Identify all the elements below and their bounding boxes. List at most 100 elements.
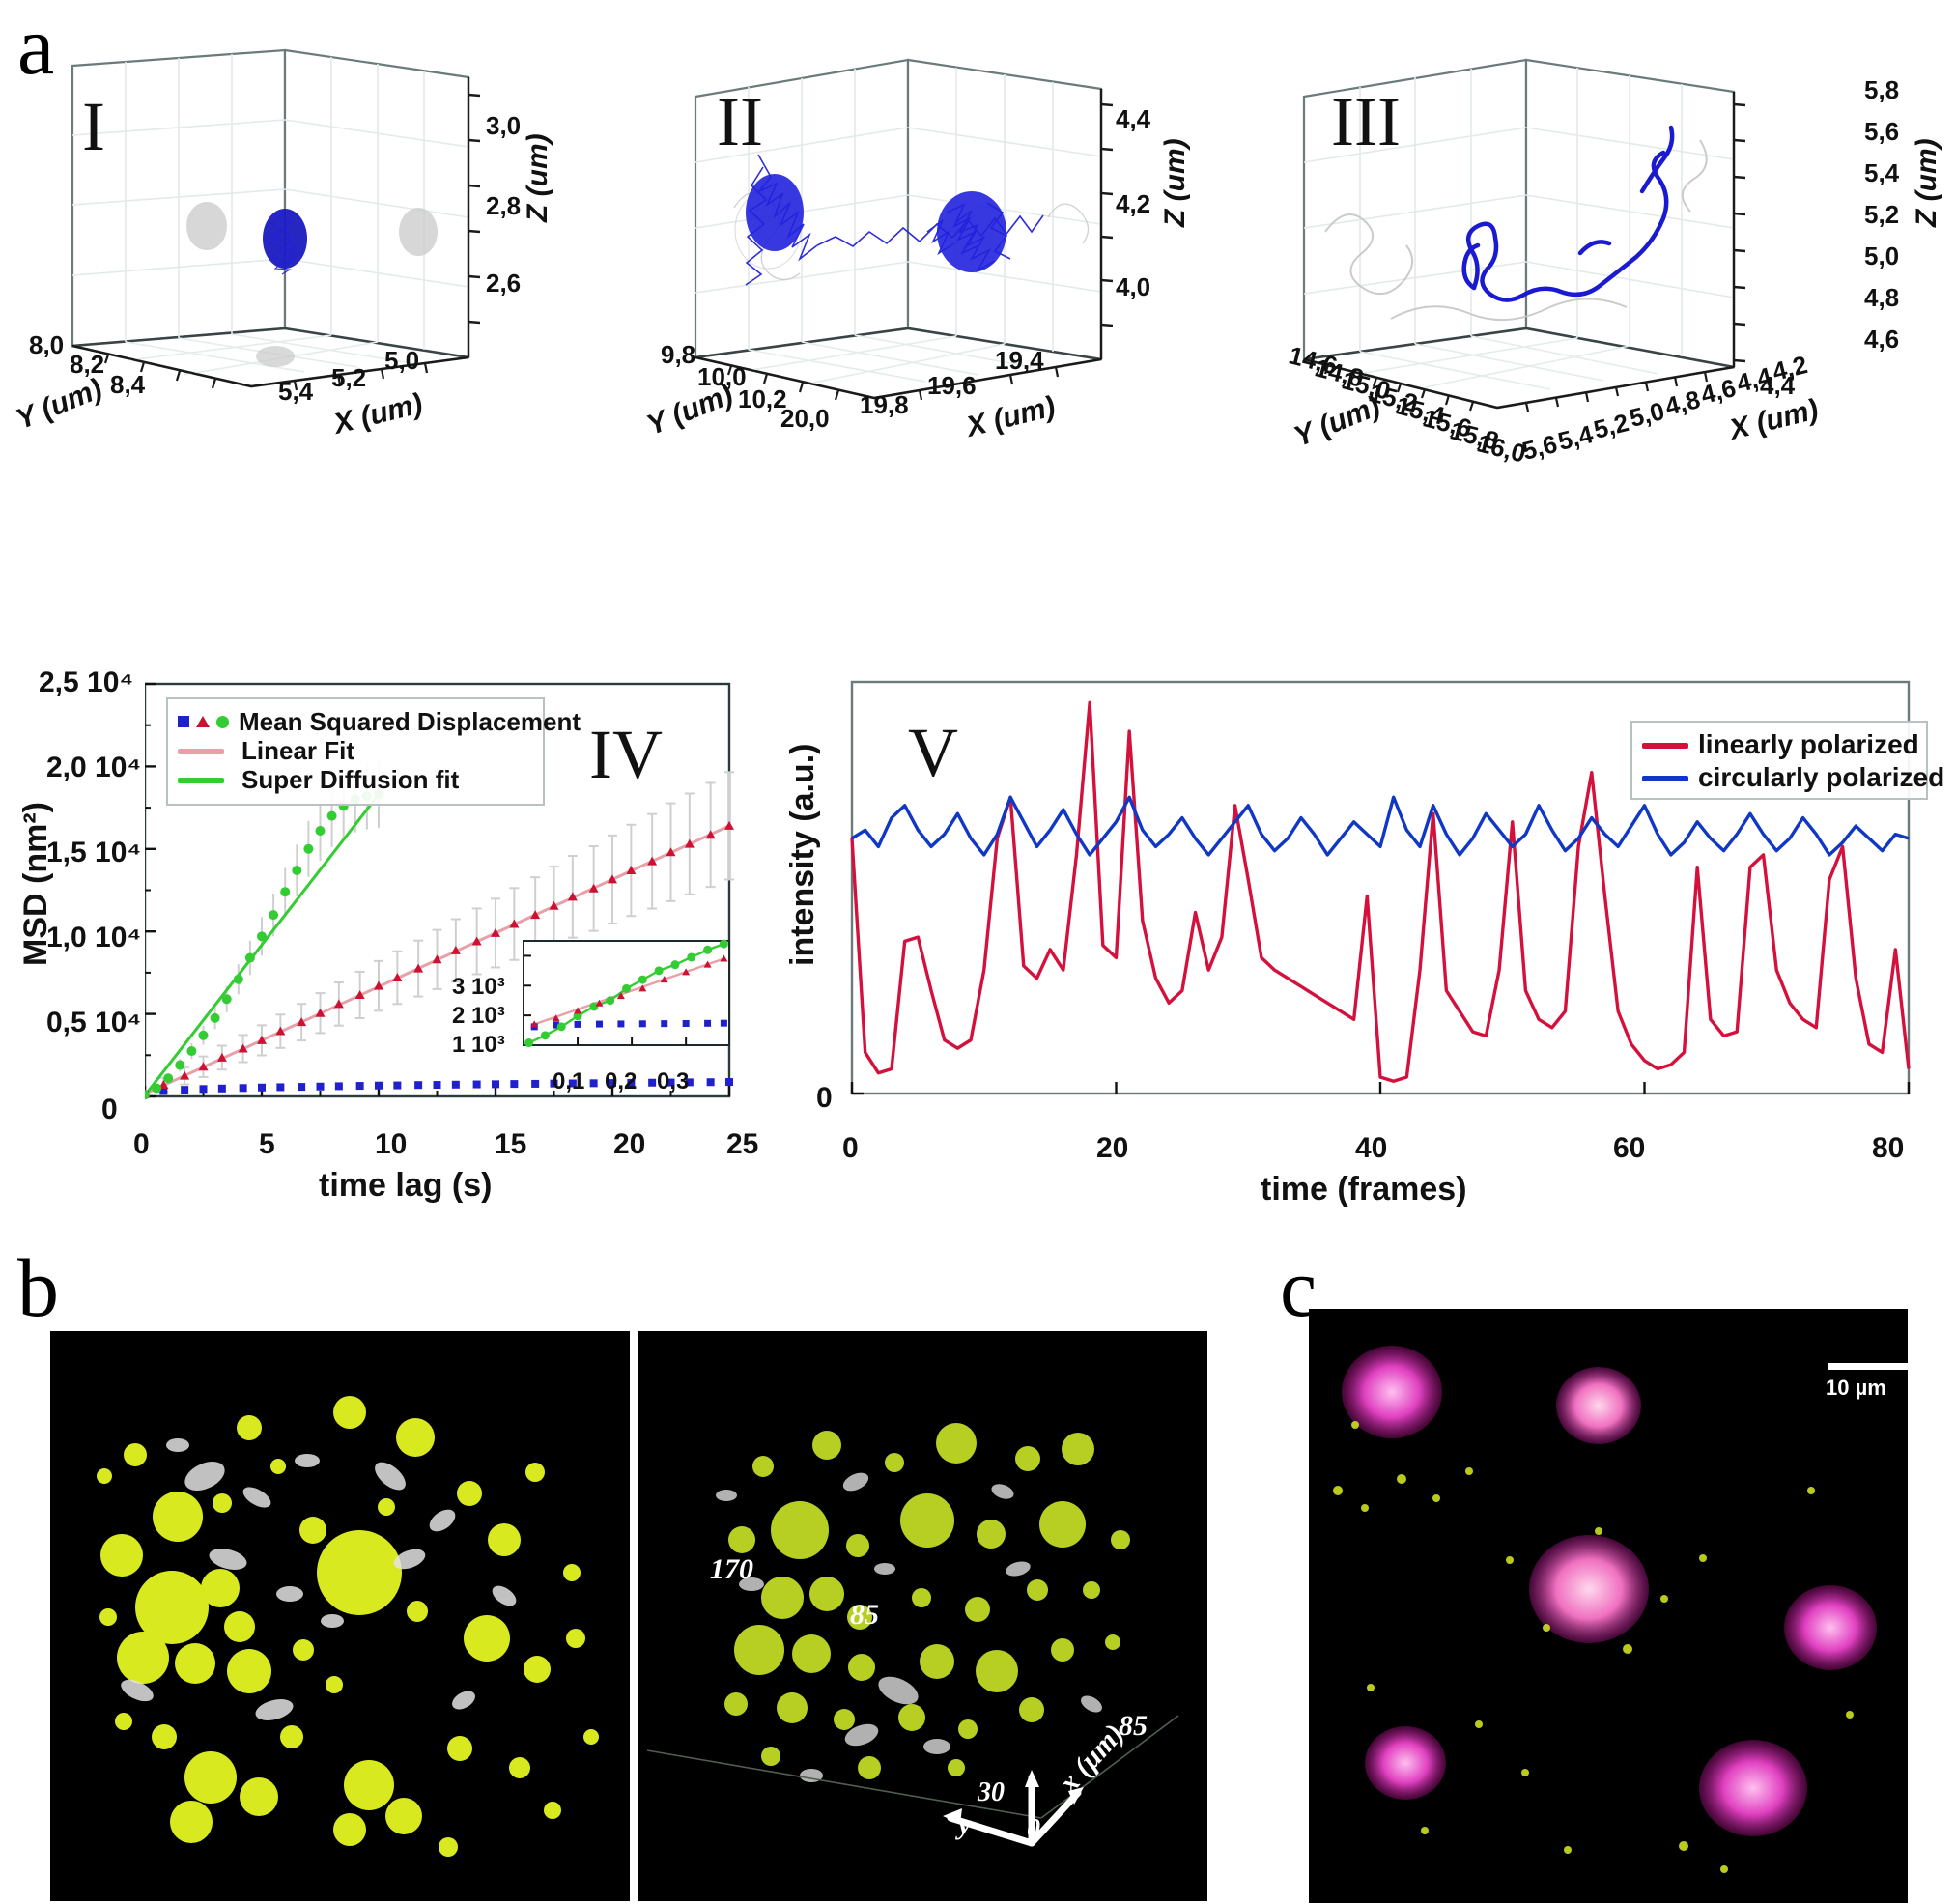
- circular-pol-swatch: [1642, 769, 1688, 786]
- inset-ytick-0: 1 10³: [452, 1032, 505, 1058]
- linear-fit-swatch: [178, 742, 232, 759]
- panel-IV-xtick-2: 10: [375, 1128, 408, 1160]
- micrograph-c-scalebar-label: 10 µm: [1826, 1376, 1886, 1400]
- panel-IV-xtick-5: 25: [726, 1128, 759, 1160]
- panel-V-xtick-3: 60: [1613, 1132, 1646, 1164]
- panel-II-tick-z2: 4,4: [1116, 104, 1151, 133]
- panel-IV-xtick-3: 15: [495, 1128, 527, 1160]
- micrograph-b-right: [638, 1331, 1207, 1901]
- b-axis-label-30: 30: [978, 1777, 1005, 1807]
- panel-II-tick-x2: 19,8: [860, 390, 909, 419]
- tick-y2: 8,4: [110, 370, 146, 399]
- panel-IV-xtick-1: 5: [259, 1128, 275, 1160]
- panel-V-xtick-2: 40: [1355, 1132, 1388, 1164]
- panel-IV-ytick-0: 0: [101, 1094, 118, 1125]
- legend-row-circular-pol: circularly polarized: [1642, 761, 1944, 794]
- panel-I-roman: I: [82, 88, 105, 165]
- panel-V-xtick-0: 0: [842, 1132, 859, 1164]
- panel-V-ylabel: intensity (a.u.): [784, 743, 821, 966]
- micrograph-c-scalebar: [1828, 1363, 1916, 1370]
- green-circle-marker-icon: [216, 715, 229, 728]
- panel-II-tick-x1: 19,6: [927, 371, 977, 400]
- panel-III-ztitle: Z (um): [1911, 138, 1942, 227]
- inset-xtick-2: 0,3: [657, 1068, 690, 1094]
- inset-xtick-0: 0,1: [553, 1068, 585, 1094]
- panel-V-roman: V: [908, 714, 958, 791]
- panel-II-3d-plot: [666, 39, 1265, 473]
- b-axis-label-85b: 85: [1119, 1710, 1148, 1742]
- panel-II-roman: II: [717, 83, 763, 160]
- panel-III-tick-z4: 5,2: [1864, 200, 1900, 229]
- panel-III-tick-z5: 5,4: [1864, 158, 1900, 187]
- linear-pol-swatch: [1642, 736, 1688, 753]
- tick-z0: 2,6: [486, 269, 522, 298]
- tick-x1: 5,2: [331, 363, 367, 392]
- panel-III-tick-z0: 4,4: [1760, 371, 1796, 400]
- panel-II-tick-y1: 10,0: [697, 362, 747, 391]
- panel-III-tick-z7: 5,8: [1864, 75, 1900, 104]
- panel-IV-ytick-3: 1,5 10⁴: [46, 837, 142, 868]
- panel-IV-xtick-0: 0: [133, 1128, 150, 1160]
- panel-II-tick-x3: 20,0: [780, 404, 830, 433]
- panel-label-a: a: [17, 0, 55, 92]
- panel-IV-xtick-4: 20: [613, 1128, 646, 1160]
- panel-V-ytick-0: 0: [816, 1082, 833, 1114]
- super-diffusion-swatch: [178, 771, 232, 788]
- tick-x2: 5,4: [278, 377, 314, 406]
- panel-IV-ylabel: MSD (nm²): [17, 802, 54, 966]
- tick-y1: 8,2: [70, 350, 105, 379]
- panel-I-3d-plot: [29, 39, 628, 473]
- blue-square-marker-icon: [178, 716, 189, 727]
- panel-IV-ytick-5: 2,5 10⁴: [39, 667, 134, 698]
- legend-label-linear-fit: Linear Fit: [241, 735, 355, 765]
- b-axis-label-85a: 85: [850, 1599, 879, 1631]
- tick-x0: 5,0: [384, 346, 420, 375]
- panel-III-3d-plot: [1275, 39, 1913, 483]
- legend-row-super-diffusion: Super Diffusion fit: [178, 765, 533, 794]
- panel-IV-inset: [522, 937, 732, 1063]
- micrograph-b-left: [50, 1331, 630, 1901]
- panel-I-ztitle: Z (um): [522, 133, 553, 222]
- legend-row-msd: Mean Squared Displacement: [178, 707, 581, 736]
- inset-xtick-1: 0,2: [605, 1068, 638, 1094]
- micrograph-b-left-scalebar: [398, 1862, 574, 1879]
- legend-label-super-diffusion: Super Diffusion fit: [241, 764, 460, 794]
- legend-label-msd: Mean Squared Displacement: [239, 706, 581, 736]
- panel-IV-ytick-4: 2,0 10⁴: [46, 752, 142, 783]
- panel-III-roman: III: [1331, 83, 1401, 160]
- legend-row-linear-pol: linearly polarized: [1642, 728, 1919, 761]
- panel-II-tick-y0: 9,8: [661, 340, 696, 369]
- red-triangle-marker-icon: [196, 716, 210, 727]
- panel-label-b: b: [17, 1241, 59, 1334]
- legend-row-linear-fit: Linear Fit: [178, 736, 533, 765]
- panel-III-tick-z3: 5,0: [1864, 242, 1900, 270]
- panel-IV-xlabel: time lag (s): [319, 1167, 493, 1204]
- panel-II-ztitle: Z (um): [1159, 138, 1191, 227]
- panel-V-xtick-4: 80: [1872, 1132, 1905, 1164]
- panel-IV-ytick-1: 0,5 10⁴: [46, 1007, 142, 1038]
- panel-III-tick-z6: 5,6: [1864, 117, 1900, 146]
- b-axis-name-y: y: [958, 1808, 972, 1840]
- panel-III-tick-z1: 4,6: [1864, 325, 1900, 354]
- panel-IV-ytick-2: 1,0 10⁴: [46, 922, 142, 953]
- panel-IV-legend: Mean Squared Displacement Linear Fit Sup…: [166, 697, 581, 806]
- panel-V-xtick-1: 20: [1096, 1132, 1129, 1164]
- micrograph-c: [1309, 1309, 1908, 1903]
- panel-II-tick-z0: 4,0: [1116, 272, 1151, 301]
- tick-z2: 3,0: [486, 111, 522, 140]
- legend-label-circular-pol: circularly polarized: [1698, 762, 1945, 792]
- inset-ytick-1: 2 10³: [452, 1003, 505, 1029]
- panel-II-tick-x0: 19,4: [995, 346, 1044, 375]
- tick-z1: 2,8: [486, 191, 522, 220]
- panel-II-tick-y2: 10,2: [738, 384, 787, 413]
- msd-markers: [178, 715, 229, 728]
- b-axis-label-170: 170: [710, 1553, 753, 1585]
- b-axis-label-0: 0: [1027, 1814, 1040, 1844]
- tick-y0: 8,0: [29, 330, 65, 359]
- panel-V-xlabel: time (frames): [1261, 1171, 1467, 1208]
- panel-III-tick-z2: 4,8: [1864, 283, 1900, 312]
- panel-V-legend: linearly polarized circularly polarized: [1630, 721, 1944, 800]
- legend-label-linear-pol: linearly polarized: [1698, 729, 1919, 759]
- panel-II-tick-z1: 4,2: [1116, 189, 1151, 218]
- panel-IV-roman: IV: [589, 716, 663, 793]
